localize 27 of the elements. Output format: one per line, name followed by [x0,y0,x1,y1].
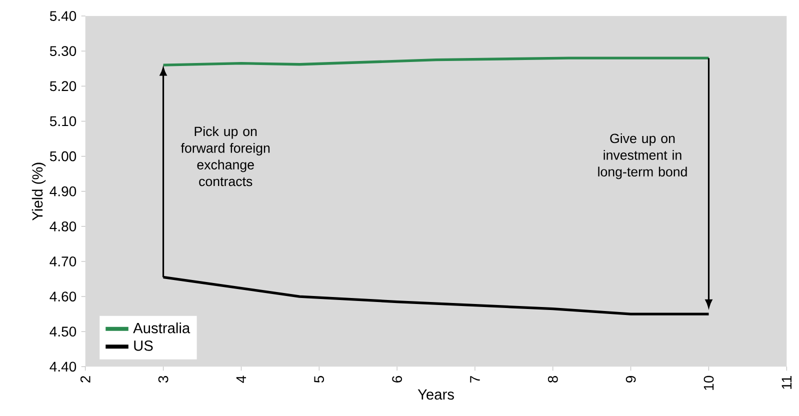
y-tick-label: 4.40 [50,362,76,372]
y-tick-label: 5.30 [50,46,76,56]
y-tick-label: 5.40 [50,11,76,21]
y-tick-label: 5.10 [50,116,76,126]
x-tick-label: 6 [392,376,402,382]
x-tick-label: 9 [626,376,636,382]
y-tick-label: 4.60 [50,292,76,302]
y-tick-label: 5.20 [50,81,76,92]
legend-label: US [134,340,153,351]
x-tick-label: 11 [782,376,792,389]
y-tick-label: 5.00 [50,151,76,162]
x-tick-label: 2 [80,376,90,382]
x-tick-label: 7 [470,376,480,382]
annotation: Give up on investment in long-term bond [598,133,687,180]
y-tick-label: 4.80 [50,221,76,232]
annotation: Pick up on forward foreign exchange contracts [180,126,270,186]
x-tick-label: 5 [314,376,324,383]
legend-label: Australia [133,322,190,334]
x-tick-label: 8 [548,376,558,383]
y-axis-title: Yield (%) [32,162,46,220]
y-tick-label: 4.50 [50,326,76,337]
x-tick-label: 10 [704,376,714,390]
y-tick-label: 4.70 [50,256,76,266]
x-axis-title: Years [418,389,454,400]
x-tick-label: 4 [236,376,246,383]
y-tick-label: 4.90 [50,186,76,196]
x-tick-label: 3 [158,376,168,383]
